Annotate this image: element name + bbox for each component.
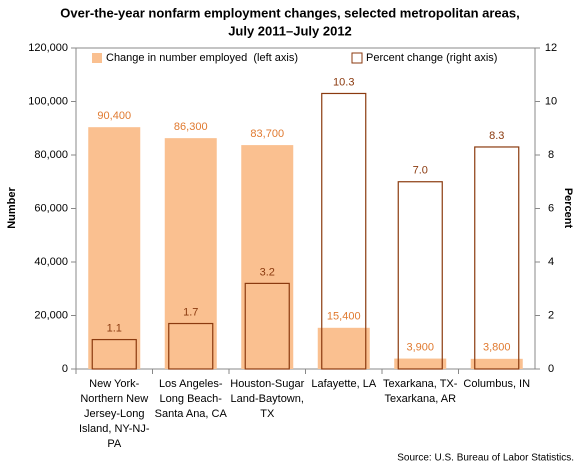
y2-axis-title: Percent: [562, 188, 574, 229]
number-bar: [470, 358, 523, 369]
legend-swatch: [351, 52, 363, 64]
number-bar: [88, 127, 141, 370]
y2-tick-label: 8: [548, 149, 554, 161]
y2-tick-label: 10: [545, 95, 557, 107]
y-tick-label: 120,000: [28, 42, 68, 54]
x-tick-label: Los Angeles-Long Beach-Santa Ana, CA: [154, 378, 227, 420]
percent-bar: [91, 338, 137, 370]
percent-bar: [474, 146, 520, 370]
x-tick-label: Houston-Sugar Land-Baytown, TX: [230, 378, 305, 420]
data-label: 15,400: [327, 311, 361, 323]
x-tick-label: New York-Northern New Jersey-Long Island…: [78, 378, 150, 450]
y-axis-title: Number: [6, 187, 18, 229]
y2-tick-label: 12: [545, 42, 557, 54]
percent-bar: [168, 322, 214, 370]
y2-tick-label: 2: [548, 309, 554, 321]
data-label: 3,800: [483, 342, 511, 354]
y-tick-label: 60,000: [34, 202, 68, 214]
number-bar: [394, 358, 447, 369]
chart-title: July 2011–July 2012: [228, 23, 352, 38]
y2-tick-label: 4: [548, 256, 554, 268]
number-bar: [164, 138, 217, 369]
data-label: 3.2: [260, 266, 275, 278]
data-label: 8.3: [489, 130, 504, 142]
data-label: 90,400: [97, 110, 131, 122]
y2-tick-label: 6: [548, 202, 554, 214]
x-tick-label: Lafayette, LA: [311, 378, 377, 390]
percent-bar: [321, 92, 367, 370]
legend-label: Change in number employed (left axis): [106, 52, 298, 64]
y-tick-label: 40,000: [34, 256, 68, 268]
y-tick-label: 20,000: [34, 309, 68, 321]
chart-title: Over-the-year nonfarm employment changes…: [60, 5, 519, 20]
x-tick-label: Columbus, IN: [463, 378, 531, 390]
data-label: 7.0: [413, 165, 428, 177]
x-tick-label: Texarkana, TX-Texarkana, AR: [383, 378, 458, 405]
data-label: 1.7: [183, 306, 198, 318]
percent-bar: [244, 282, 290, 370]
legend-label: Percent change (right axis): [366, 52, 497, 64]
source-note: Source: U.S. Bureau of Labor Statistics.: [397, 453, 574, 464]
percent-bar: [397, 181, 443, 370]
legend-swatch: [92, 53, 102, 63]
data-label: 1.1: [107, 322, 122, 334]
y-tick-label: 0: [62, 363, 68, 375]
data-label: 86,300: [174, 121, 208, 133]
data-label: 3,900: [406, 341, 434, 353]
y2-tick-label: 0: [548, 363, 554, 375]
number-bar: [241, 145, 294, 369]
plot-border: [75, 47, 536, 370]
data-label: 83,700: [250, 128, 284, 140]
y-tick-label: 80,000: [34, 149, 68, 161]
number-bar: [317, 327, 370, 369]
y-tick-label: 100,000: [28, 95, 68, 107]
data-label: 10.3: [333, 76, 354, 88]
